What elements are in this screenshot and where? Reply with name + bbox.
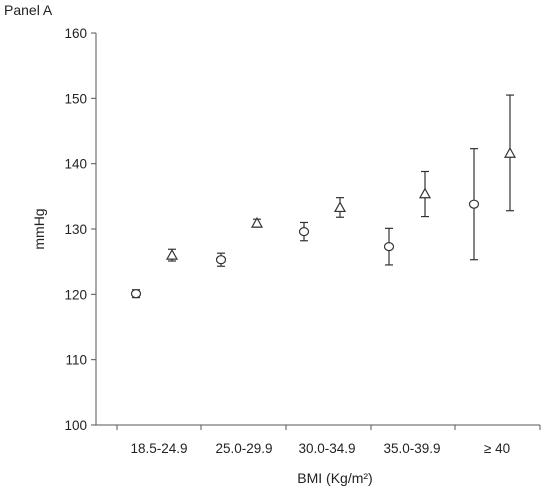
data-point-triangle: [165, 248, 179, 262]
circle-marker: [130, 289, 142, 299]
y-tick-label: 160: [64, 26, 87, 41]
triangle-marker: [250, 216, 264, 228]
x-axis-title: BMI (Kg/m²): [297, 470, 372, 486]
data-marks: [130, 94, 517, 299]
triangle-marker: [333, 201, 347, 213]
y-tick-label: 130: [64, 222, 87, 237]
x-axis-ticks: 18.5-24.9 25.0-29.9 30.0-34.9 35.0-39.9 ≥ 40: [116, 425, 541, 456]
y-tick-label: 150: [64, 91, 87, 106]
y-tick-label: 110: [65, 353, 87, 368]
circle-marker: [383, 242, 395, 252]
triangle-marker: [165, 248, 179, 260]
y-axis-ticks: 100 110 120 130 140 150 160: [64, 26, 96, 433]
y-tick-label: 140: [64, 157, 87, 172]
triangle-marker: [503, 146, 517, 158]
data-point-circle: [130, 289, 142, 299]
data-point-triangle: [333, 197, 347, 218]
y-tick-label: 100: [64, 418, 87, 433]
panel-label: Panel A: [4, 2, 53, 18]
data-point-circle: [383, 227, 395, 266]
data-point-circle: [468, 148, 480, 261]
data-point-triangle: [503, 94, 517, 212]
x-tick-label: 25.0-29.9: [215, 441, 272, 456]
x-tick-label: 30.0-34.9: [298, 441, 355, 456]
data-point-circle: [215, 252, 227, 267]
y-axis-title: mmHg: [31, 208, 47, 249]
x-tick-label: ≥ 40: [484, 441, 510, 456]
y-tick-label: 120: [64, 287, 87, 302]
circle-marker: [298, 227, 310, 237]
x-tick-label: 35.0-39.9: [383, 441, 440, 456]
data-point-triangle: [250, 216, 264, 228]
data-point-circle: [298, 221, 310, 242]
triangle-marker: [418, 187, 432, 199]
circle-marker: [215, 255, 227, 265]
circle-marker: [468, 199, 480, 209]
data-point-triangle: [418, 170, 432, 218]
x-tick-label: 18.5-24.9: [130, 441, 187, 456]
